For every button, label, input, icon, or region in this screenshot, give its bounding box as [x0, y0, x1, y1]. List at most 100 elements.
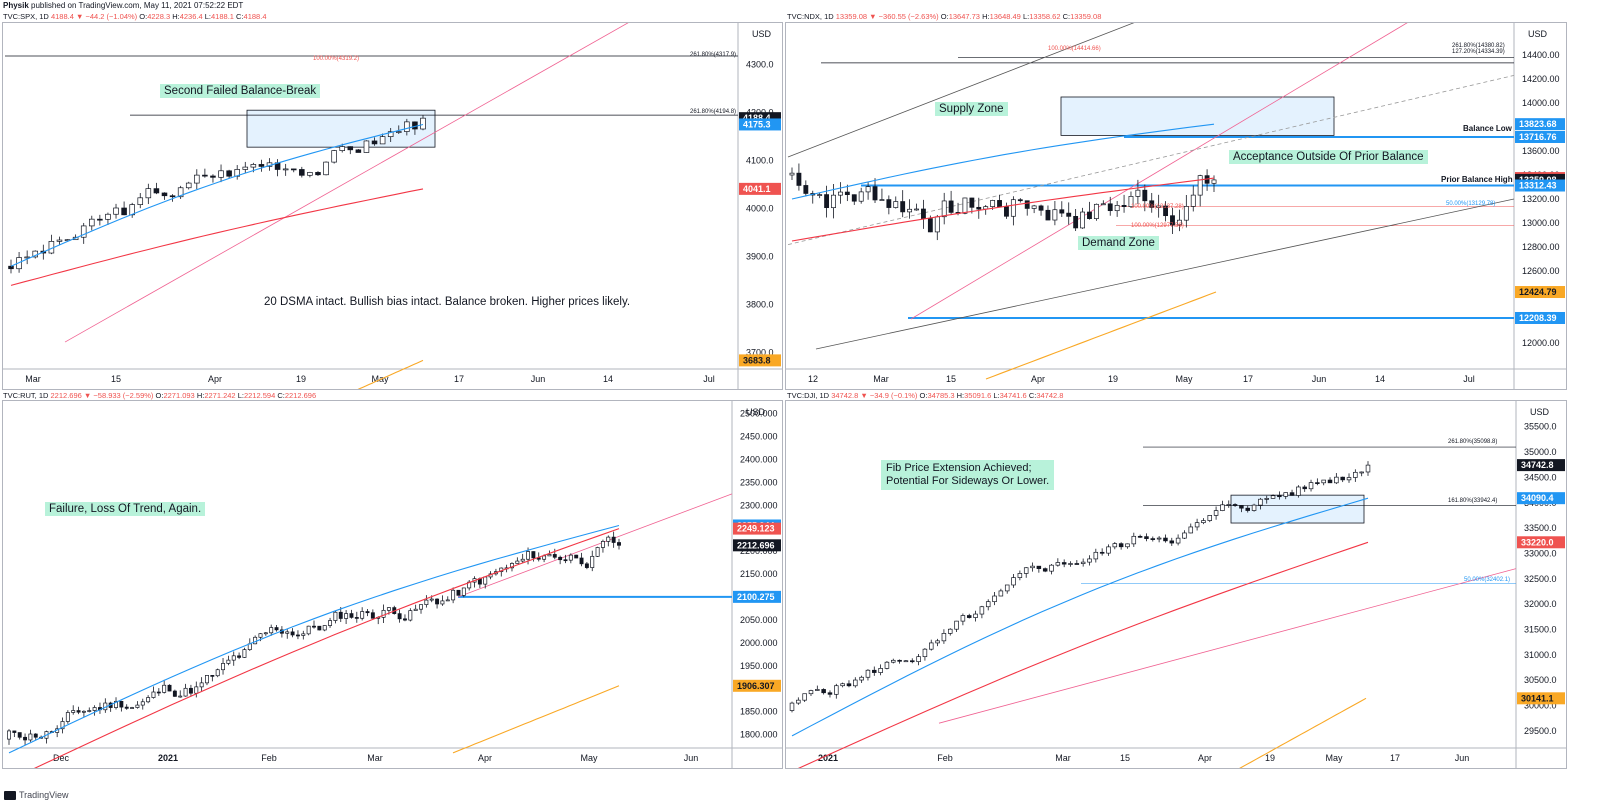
candle-body — [242, 649, 247, 658]
ohlc-part: O: — [919, 391, 928, 400]
candle-body — [872, 186, 878, 201]
candle-body — [590, 555, 595, 568]
candle-body — [1365, 464, 1371, 473]
x-tick-label: Jun — [684, 753, 699, 763]
publish-info: published on TradingView.com, May 11, 20… — [31, 1, 244, 10]
x-tick-label: Mar — [873, 374, 889, 384]
ohlc-part: 13359.08 — [1070, 12, 1102, 21]
candle-body — [338, 611, 343, 619]
y-tick-label: 34500.0 — [1524, 472, 1557, 482]
candle-body — [253, 636, 258, 645]
ndx-chart-svg[interactable]: 12000.0012200.0012400.0012600.0012800.00… — [786, 23, 1566, 389]
ohlc-part: 34742.8 — [1036, 391, 1064, 400]
x-tick-label: Apr — [1198, 753, 1212, 763]
ohlc-part: 2271.093 — [163, 391, 197, 400]
chart-panel-dji[interactable]: 29500.0 30000.0 30500.0 31000.0 31500.0 32000… — [785, 400, 1567, 769]
y-tick-label: 13000.00 — [1522, 218, 1560, 228]
sma-50-line — [797, 541, 1369, 768]
candle-body — [1030, 565, 1035, 569]
y-tick-label: 3700.0 — [746, 348, 774, 358]
candle-body — [194, 174, 200, 184]
x-tick-label: Jun — [531, 374, 546, 384]
candle-body — [1213, 510, 1219, 516]
candle-body — [295, 634, 300, 637]
candle-body — [1346, 477, 1352, 481]
candle-body — [891, 659, 896, 663]
candle-body — [178, 695, 183, 698]
candle-body — [151, 691, 156, 698]
ndx-acceptance-label: Acceptance Outside Of Prior Balance — [1229, 150, 1428, 164]
dji-chart-svg[interactable]: 29500.0 30000.0 30500.0 31000.0 31500.0 32000… — [786, 401, 1566, 768]
spx-fib-high: 261.80%(4317.9) — [690, 52, 737, 58]
candle-body — [879, 199, 885, 201]
candle-body — [1220, 504, 1225, 511]
candle-body — [853, 679, 858, 687]
candle-body — [568, 554, 573, 561]
candle-body — [194, 686, 199, 694]
price-tag — [1515, 118, 1565, 131]
candle-body — [903, 660, 909, 663]
y-tick-label: 4300.0 — [746, 60, 774, 70]
candle-body — [365, 611, 370, 614]
candle-body — [386, 607, 391, 611]
spx-chart-svg[interactable]: 3700.03800.03900.04000.04100.04200.04300… — [3, 23, 782, 389]
candle-body — [218, 170, 224, 178]
candle-body — [574, 554, 579, 559]
candle-body — [808, 690, 814, 695]
x-tick-label: 19 — [296, 374, 306, 384]
candle-body — [1144, 536, 1149, 539]
y-tick-label: 29500.0 — [1524, 726, 1557, 736]
chart-panel-rut[interactable]: 1800.0001850.0001900.0001950.0002000.000… — [2, 400, 783, 769]
candle-body — [1232, 504, 1238, 506]
candle-body — [990, 200, 996, 207]
x-tick-label: 14 — [1375, 374, 1385, 384]
candle-body — [1135, 189, 1141, 197]
candle-body — [188, 687, 193, 694]
y-tick-label: 30500.0 — [1524, 675, 1557, 685]
candle-body — [1289, 492, 1295, 496]
ohlc-part: H: — [172, 12, 180, 21]
candle-body — [907, 208, 913, 213]
y-tick-label: 12800.00 — [1522, 242, 1560, 252]
dji-label-line-1: Fib Price Extension Achieved; — [886, 462, 1032, 474]
candle-body — [1010, 199, 1016, 217]
candle-body — [371, 140, 378, 145]
candle-body — [121, 207, 127, 216]
ohlc-part: 4188.4 ▼ −44.2 (−1.04%) — [50, 12, 140, 21]
candle-body — [916, 656, 921, 663]
candle-body — [1017, 573, 1023, 578]
currency-label: USD — [1528, 29, 1548, 39]
price-tag-label: 13823.68 — [1519, 119, 1557, 129]
chart-panel-ndx[interactable]: 12000.0012200.0012400.0012600.0012800.00… — [785, 22, 1567, 390]
candle-body — [354, 617, 359, 619]
price-tag-label: 4175.3 — [743, 119, 771, 129]
candle-body — [1321, 479, 1326, 484]
candle-body — [315, 172, 321, 176]
price-tag — [733, 522, 781, 535]
candle-body — [922, 648, 928, 658]
x-tick-label: 2021 — [158, 753, 178, 763]
x-tick-label: 15 — [1120, 753, 1130, 763]
candle-body — [231, 655, 236, 661]
candle-body — [424, 599, 429, 605]
candle-body — [355, 149, 362, 153]
y-tick-label: 14400.00 — [1522, 50, 1560, 60]
candle-body — [941, 633, 947, 642]
candle-body — [1169, 540, 1175, 544]
sma-200-line — [985, 291, 1217, 380]
candle-body — [89, 218, 95, 227]
candle-body — [387, 131, 394, 137]
ohlc-part: TVC:DJI, 1D — [787, 391, 832, 400]
candle-body — [299, 169, 305, 176]
ohlc-part: C: — [277, 391, 285, 400]
x-tick-label: Jun — [1455, 753, 1470, 763]
y-tick-label: 2150.000 — [740, 569, 778, 579]
candle-body — [363, 140, 370, 153]
x-tick-label: Apr — [1031, 374, 1045, 384]
price-tag-label: 13312.43 — [1519, 181, 1557, 191]
candle-body — [789, 172, 795, 176]
sma-200-line — [357, 359, 424, 389]
chart-panel-spx[interactable]: 3700.03800.03900.04000.04100.04200.04300… — [2, 22, 783, 390]
candle-body — [119, 700, 124, 708]
rut-chart-svg[interactable]: 1800.0001850.0001900.0001950.0002000.000… — [3, 401, 782, 768]
